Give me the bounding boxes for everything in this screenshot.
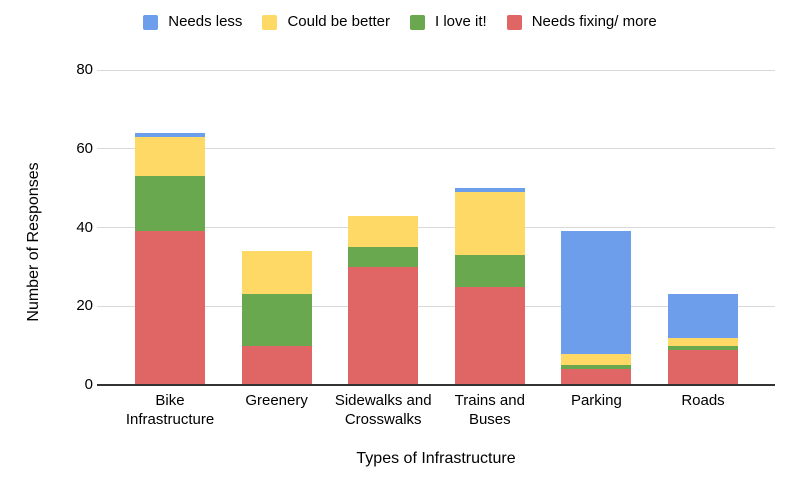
gridline (97, 148, 775, 150)
bar-segment-sidewalks-and-crosswalks-needs-fixing-more[interactable] (348, 266, 419, 385)
legend-item-could-be-better[interactable]: Could be better (262, 13, 390, 31)
bar-segment-bike-infrastructure-needs-fixing-more[interactable] (135, 231, 205, 385)
bar-segment-sidewalks-and-crosswalks-could-be-better[interactable] (348, 215, 419, 248)
bar-segment-greenery-i-love-it[interactable] (241, 294, 312, 346)
x-category-label-trains-and-buses: Trains and Buses (454, 392, 525, 428)
bar-segment-roads-needs-fixing-more[interactable] (668, 349, 738, 385)
bar-segment-parking-could-be-better[interactable] (561, 353, 632, 366)
y-tick-label: 0 (84, 376, 93, 393)
bar-segment-sidewalks-and-crosswalks-i-love-it[interactable] (348, 247, 419, 267)
x-axis-line (97, 384, 775, 386)
bar-segment-greenery-could-be-better[interactable] (241, 251, 312, 295)
gridline (97, 227, 775, 228)
bar-segment-trains-and-buses-needs-less[interactable] (454, 188, 525, 193)
bar-segment-parking-i-love-it[interactable] (561, 365, 632, 370)
bar-segment-parking-needs-fixing-more[interactable] (561, 369, 632, 385)
legend-label: Could be better (287, 13, 391, 30)
bar-segment-trains-and-buses-could-be-better[interactable] (454, 192, 525, 256)
legend-swatch-i-love-it (410, 14, 426, 30)
y-tick-label: 20 (76, 297, 93, 315)
y-tick-label: 40 (76, 218, 93, 236)
x-category-label-sidewalks-and-crosswalks: Sidewalks and Crosswalks (334, 392, 432, 428)
legend-item-i-love-it[interactable]: I love it! (410, 13, 487, 31)
bar-segment-roads-needs-less[interactable] (668, 294, 738, 338)
bar-segment-trains-and-buses-needs-fixing-more[interactable] (454, 286, 525, 385)
legend-swatch-needs-fixing-more (506, 14, 522, 30)
bar-segment-bike-infrastructure-i-love-it[interactable] (135, 176, 205, 232)
bar-segment-roads-i-love-it[interactable] (668, 345, 738, 350)
legend-item-needs-less[interactable]: Needs less (143, 13, 242, 31)
y-tick-label: 60 (76, 139, 93, 157)
bar-segment-roads-could-be-better[interactable] (668, 337, 738, 346)
bar-segment-bike-infrastructure-needs-less[interactable] (135, 133, 205, 137)
x-category-label-greenery: Greenery (245, 392, 308, 409)
x-category-label-roads: Roads (681, 392, 725, 409)
y-tick-label: 80 (76, 61, 93, 78)
legend-label: Needs less (168, 13, 243, 30)
legend: Needs less Could be better I love it! Needs… (0, 13, 800, 31)
bar-segment-greenery-needs-fixing-more[interactable] (241, 345, 312, 385)
legend-item-needs-fixing-more[interactable]: Needs fixing/ more (506, 13, 657, 31)
legend-label: Needs fixing/ more (531, 13, 657, 30)
gridline (97, 305, 775, 307)
x-category-label-parking: Parking (570, 392, 622, 409)
x-category-label-bike-infrastructure: Bike Infrastructure (125, 392, 215, 428)
legend-swatch-could-be-better (262, 14, 278, 30)
bar-segment-trains-and-buses-i-love-it[interactable] (454, 255, 525, 287)
legend-label: I love it! (435, 13, 487, 30)
legend-swatch-needs-less (143, 14, 159, 30)
bar-segment-parking-needs-less[interactable] (561, 231, 632, 354)
gridline (97, 69, 775, 71)
x-axis-title: Types of Infrastructure (356, 450, 516, 467)
bar-segment-bike-infrastructure-could-be-better[interactable] (135, 136, 205, 177)
